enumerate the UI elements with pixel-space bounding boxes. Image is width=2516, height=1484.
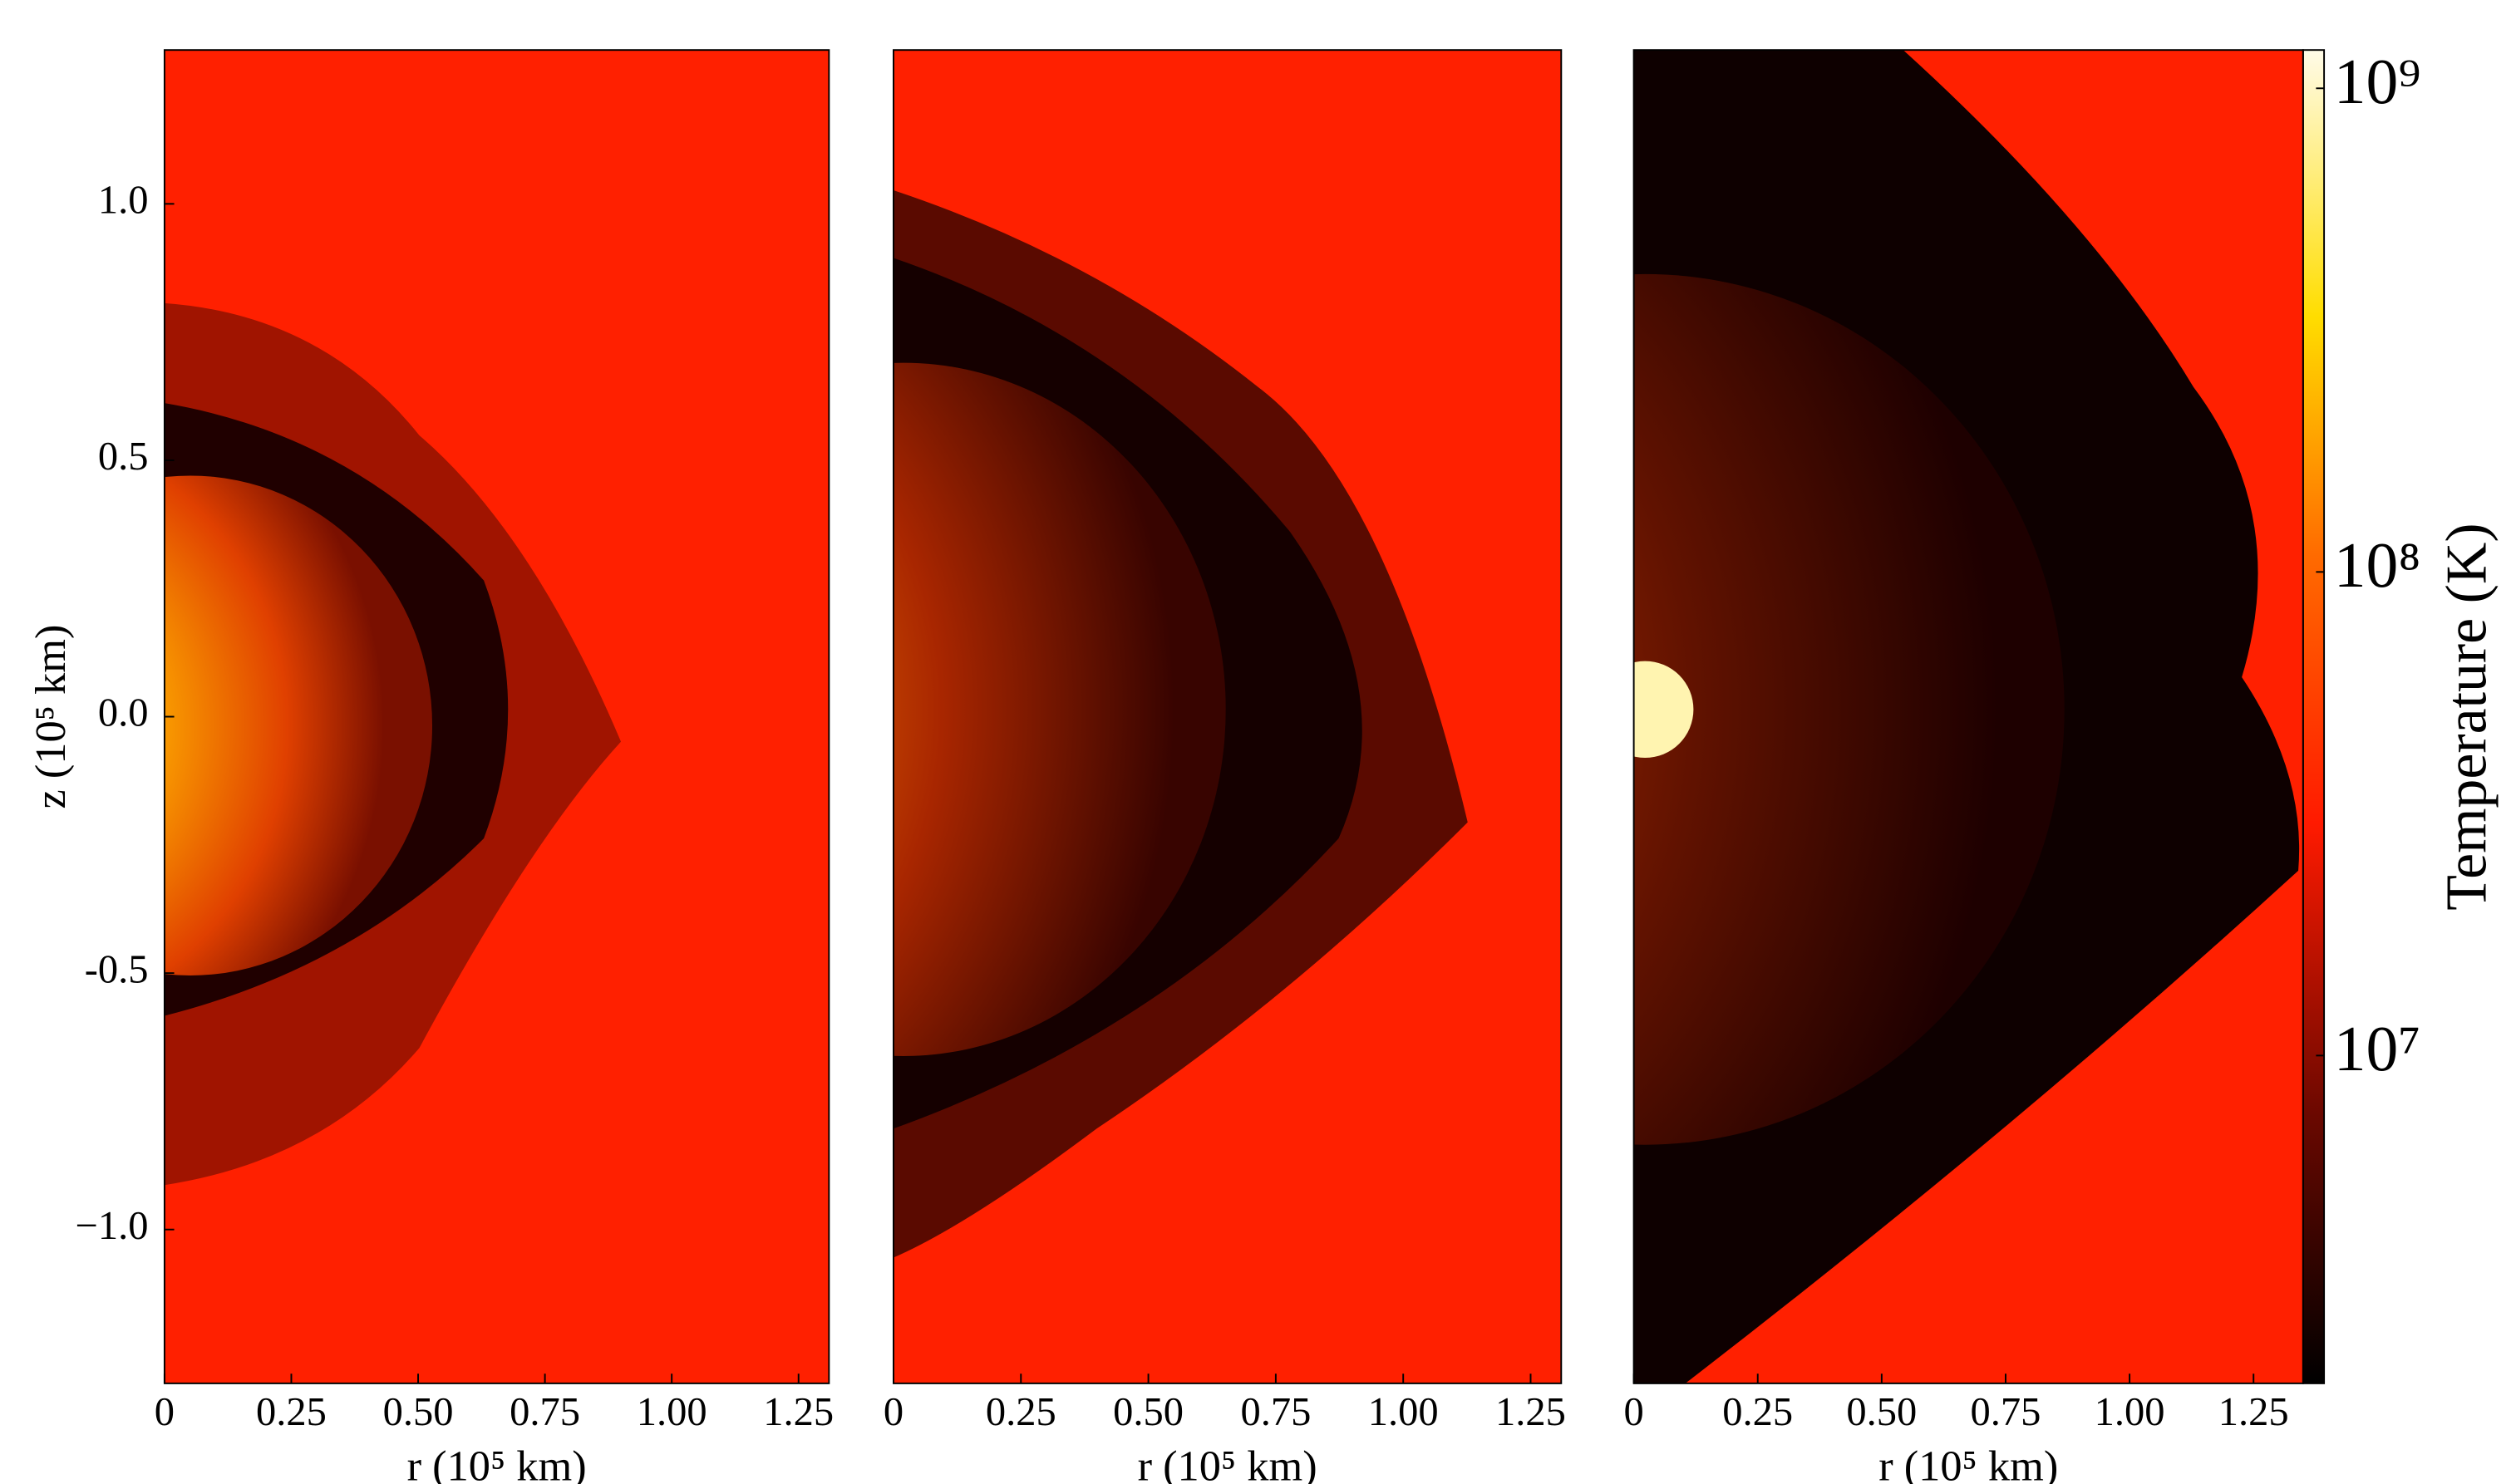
colorbar bbox=[2302, 50, 2325, 1383]
x-tick-label: 0.25 bbox=[256, 1390, 327, 1434]
x-tick-label: 0 bbox=[1623, 1390, 1643, 1434]
x-tick-label: 0.50 bbox=[1846, 1390, 1917, 1434]
x-tick-label: 1.00 bbox=[2095, 1390, 2165, 1434]
x-tick-label: 0.75 bbox=[1240, 1390, 1311, 1434]
y-tick-label: 0.0 bbox=[98, 691, 149, 735]
plot-frame bbox=[893, 49, 1563, 1384]
panel-image bbox=[893, 50, 1562, 1383]
y-tick-label: 0.5 bbox=[98, 435, 149, 479]
y-axis-label: z (10⁵ km) bbox=[27, 625, 75, 809]
x-tick-label: 0.75 bbox=[1971, 1390, 2041, 1434]
x-tick-label: 0.75 bbox=[510, 1390, 580, 1434]
x-axis-label: r (10⁵ km) bbox=[1878, 1442, 2058, 1484]
colorbar-frame bbox=[2302, 49, 2326, 1384]
x-tick-label: 0 bbox=[884, 1390, 903, 1434]
x-tick-label: 0.50 bbox=[1113, 1390, 1184, 1434]
x-axis-label: r (10⁵ km) bbox=[407, 1442, 587, 1484]
colorbar-tick-label: 10⁹ bbox=[2334, 46, 2421, 117]
x-tick-label: 1.00 bbox=[637, 1390, 707, 1434]
y-tick-label: −1.0 bbox=[76, 1204, 149, 1248]
y-tick-label: 1.0 bbox=[98, 178, 149, 222]
colorbar-label: Temperature (K) bbox=[2435, 523, 2499, 910]
x-tick-label: 0.25 bbox=[986, 1390, 1056, 1434]
y-tick-label: -0.5 bbox=[85, 947, 149, 991]
panel-image bbox=[1633, 50, 2303, 1383]
x-axis-label: r (10⁵ km) bbox=[1138, 1442, 1317, 1484]
x-tick-label: 1.25 bbox=[2218, 1390, 2289, 1434]
x-tick-label: 0.25 bbox=[1722, 1390, 1793, 1434]
x-tick-label: 1.25 bbox=[1495, 1390, 1566, 1434]
x-tick-label: 0 bbox=[155, 1390, 175, 1434]
x-tick-label: 1.25 bbox=[763, 1390, 834, 1434]
colorbar-tick-label: 10⁷ bbox=[2334, 1013, 2421, 1084]
x-tick-label: 1.00 bbox=[1368, 1390, 1439, 1434]
x-tick-label: 0.50 bbox=[383, 1390, 454, 1434]
colorbar-tick-label: 10⁸ bbox=[2334, 529, 2421, 601]
panel-image bbox=[164, 50, 830, 1383]
